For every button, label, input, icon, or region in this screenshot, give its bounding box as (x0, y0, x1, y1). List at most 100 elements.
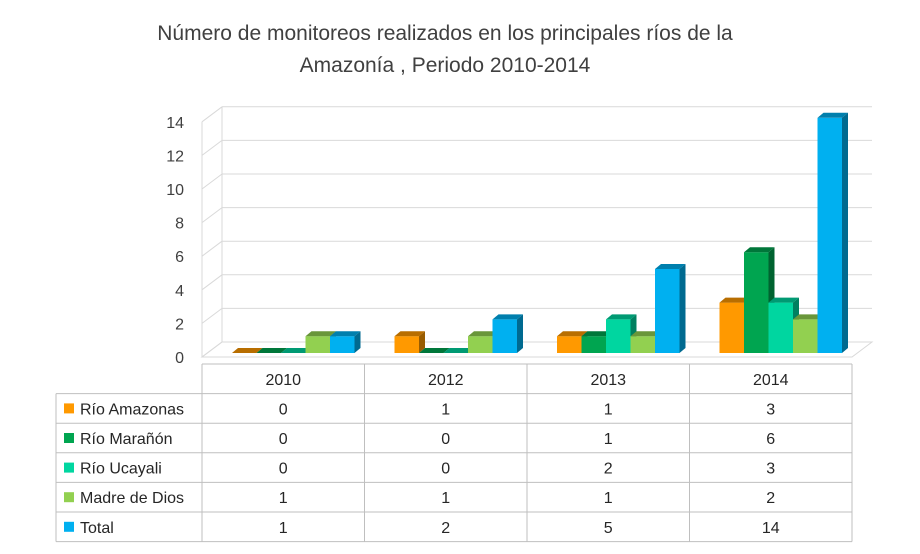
data-label: 2 (441, 520, 450, 537)
side-gridline (201, 139, 223, 156)
side-gridline (201, 207, 223, 224)
bar-top (394, 331, 425, 337)
legend-swatch (64, 403, 74, 414)
legend-label: Total (80, 520, 114, 537)
bar-top (232, 348, 263, 353)
bar-side (354, 331, 361, 353)
data-label: 0 (279, 431, 288, 448)
data-label: 0 (441, 461, 450, 478)
y-tick-label: 4 (175, 283, 184, 300)
bar-front (305, 336, 330, 353)
data-label: 6 (766, 431, 775, 448)
bar (419, 348, 450, 353)
chart-title: Número de monitoreos realizados en los p… (0, 18, 890, 82)
data-label: 1 (441, 401, 450, 418)
data-label: 0 (279, 461, 288, 478)
y-tick-label: 0 (175, 350, 184, 367)
bar-top (630, 331, 661, 337)
bar-front (581, 336, 606, 353)
bar-front (719, 302, 744, 353)
bar-side (842, 112, 848, 353)
bar-front (817, 117, 842, 353)
bar-top (492, 314, 523, 320)
legend-swatch (64, 521, 74, 532)
bar-top (744, 247, 775, 253)
data-label: 1 (604, 490, 613, 507)
legend-swatch (64, 433, 74, 443)
bar (655, 264, 686, 353)
legend-label: Madre de Dios (80, 490, 184, 507)
x-tick-label: 2010 (265, 372, 301, 389)
bar (330, 331, 361, 353)
side-gridline (201, 106, 223, 123)
bar (817, 112, 848, 353)
bar-front (468, 336, 493, 353)
data-label: 1 (279, 520, 288, 537)
bar-top (606, 314, 637, 320)
side-gridline (201, 307, 223, 324)
bar-side (517, 314, 523, 353)
bar (281, 348, 312, 353)
bar-side (679, 264, 686, 353)
bar-front (492, 319, 517, 353)
side-gridline (201, 240, 223, 257)
bar-top (557, 331, 588, 337)
bar-top (256, 348, 287, 353)
legend-label: Río Marañón (80, 431, 173, 448)
data-label: 1 (279, 490, 288, 507)
y-tick-label: 14 (166, 115, 184, 132)
bar-top (581, 331, 612, 337)
data-label: 1 (604, 431, 613, 448)
y-tick-label: 2 (175, 316, 184, 333)
bar (492, 314, 523, 353)
gridlines: 0 2 4 6 8 10 12 14 (166, 106, 874, 367)
bar-top (468, 331, 499, 337)
bar-front (630, 336, 655, 353)
bar-top (330, 331, 361, 337)
data-label: 3 (766, 461, 775, 478)
y-tick-label: 8 (175, 216, 184, 233)
data-label: 1 (604, 401, 613, 418)
bar (232, 348, 263, 353)
legend-label: Río Ucayali (80, 461, 162, 478)
chart-title-line-2: Amazonía , Periodo 2010-2014 (299, 54, 591, 77)
bar-top (719, 297, 750, 303)
x-tick-label: 2014 (753, 372, 789, 389)
bar-front (793, 319, 818, 353)
bar-front (744, 252, 769, 353)
bar (256, 348, 287, 353)
side-gridline (201, 173, 223, 190)
y-tick-label: 12 (166, 148, 184, 165)
chart-floor (200, 341, 874, 358)
bar-top (281, 348, 312, 353)
x-tick-label: 2012 (428, 372, 464, 389)
x-tick-label: 2013 (590, 372, 626, 389)
data-label: 5 (604, 520, 613, 537)
bar-front (606, 319, 631, 353)
data-label: 0 (441, 431, 450, 448)
y-tick-label: 6 (175, 249, 184, 266)
chart-title-line-1: Número de monitoreos realizados en los p… (157, 22, 733, 45)
bar-side (419, 331, 425, 353)
bar-top (817, 112, 848, 118)
data-label: 1 (441, 490, 450, 507)
bar-top (768, 297, 799, 303)
side-gridline (201, 274, 223, 291)
bar-top (419, 348, 450, 353)
bar-front (330, 336, 355, 353)
data-label: 2 (766, 490, 775, 507)
bar-top (305, 331, 336, 337)
bar-top (793, 314, 824, 320)
y-tick-label: 10 (166, 182, 184, 199)
bar-front (655, 269, 680, 353)
data-label: 14 (762, 520, 780, 537)
bar-top (655, 264, 686, 269)
bar-front (557, 336, 582, 353)
bar-top (443, 348, 474, 353)
bar (443, 348, 474, 353)
data-label: 2 (604, 461, 613, 478)
bar-front (394, 336, 419, 353)
bars (232, 112, 848, 353)
